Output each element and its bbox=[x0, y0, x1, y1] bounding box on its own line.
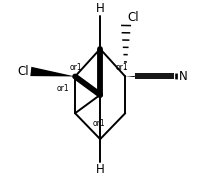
Text: or1: or1 bbox=[116, 63, 128, 72]
Polygon shape bbox=[125, 74, 177, 79]
Text: Cl: Cl bbox=[126, 11, 138, 24]
Text: H: H bbox=[95, 2, 104, 15]
Text: or1: or1 bbox=[69, 63, 82, 72]
Polygon shape bbox=[30, 67, 75, 77]
Text: H: H bbox=[95, 163, 104, 176]
Text: N: N bbox=[178, 70, 186, 83]
Text: Cl: Cl bbox=[18, 65, 29, 78]
Text: or1: or1 bbox=[56, 85, 69, 93]
Text: or1: or1 bbox=[92, 119, 105, 128]
